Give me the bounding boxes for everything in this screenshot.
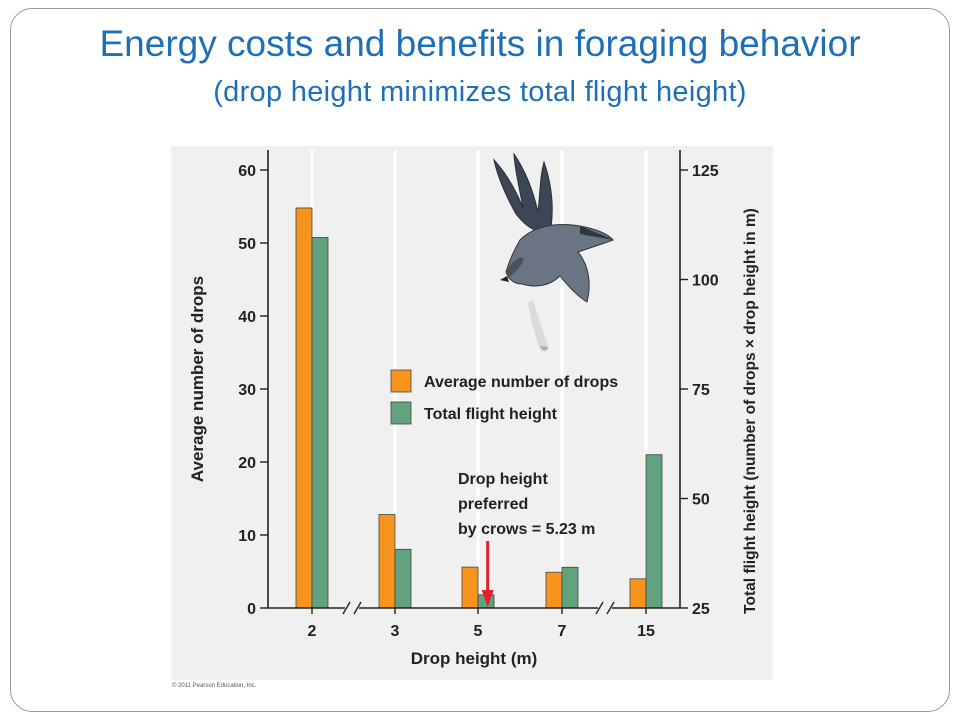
bar-flight-2 xyxy=(311,237,329,609)
y-tick-label-10: 10 xyxy=(238,528,256,545)
x-tick-label-15: 15 xyxy=(637,623,655,640)
y-axis-label-left: Average number of drops xyxy=(188,276,207,482)
chart-axes: 0 10 20 30 40 50 60 25 50 75 100 125 2 3 5 7 15 xyxy=(238,150,719,640)
slide-subtitle: (drop height minimizes total flight heig… xyxy=(213,76,747,108)
annotation-line-1: Drop height xyxy=(458,471,548,488)
copyright-notice: © 2011 Pearson Education, Inc. xyxy=(172,683,257,689)
y-tick-label-60: 60 xyxy=(238,163,256,180)
bar-drops-15 xyxy=(629,578,647,609)
legend-swatch-flight xyxy=(390,401,412,425)
annotation-line-2: preferred xyxy=(458,496,528,513)
bar-drops-7 xyxy=(545,571,563,609)
y-tick-label-30: 30 xyxy=(238,382,256,399)
axis-break-7-15 xyxy=(595,601,615,615)
annotation-line-3: by crows = 5.23 m xyxy=(458,521,595,538)
axis-break-gap xyxy=(345,604,359,612)
slide-title: Energy costs and benefits in foraging be… xyxy=(99,23,861,64)
x-tick-label-7: 7 xyxy=(558,623,567,640)
y2-tick-label-75: 75 xyxy=(692,382,710,399)
y-tick-label-0: 0 xyxy=(247,601,256,618)
x-tick-label-2: 2 xyxy=(308,623,317,640)
axis-break-gap xyxy=(598,604,612,612)
y-axis-label-right: Total flight height (number of drops × d… xyxy=(742,208,759,614)
preferred-height-annotation: Drop height preferred by crows = 5.23 m xyxy=(458,471,595,607)
y-tick-label-50: 50 xyxy=(238,236,256,253)
crow-illustration xyxy=(493,152,614,352)
legend-swatch-drops xyxy=(390,369,412,393)
legend-label-flight: Total flight height xyxy=(424,406,558,423)
x-tick-label-3: 3 xyxy=(391,623,400,640)
y-tick-label-40: 40 xyxy=(238,309,256,326)
chart-legend: Average number of drops Total flight hei… xyxy=(390,369,618,425)
bar-flight-3 xyxy=(394,548,412,609)
x-axis-label: Drop height (m) xyxy=(411,649,538,668)
y2-tick-label-25: 25 xyxy=(692,601,710,618)
annotation-arrow-head xyxy=(481,590,494,607)
chart-bars xyxy=(295,207,663,609)
y2-tick-label-100: 100 xyxy=(692,273,719,290)
x-tick-label-5: 5 xyxy=(474,623,483,640)
axis-break-slash xyxy=(606,601,615,615)
axis-break-slash xyxy=(353,601,362,615)
bar-flight-15 xyxy=(645,454,663,609)
bar-drops-2 xyxy=(295,207,313,609)
legend-label-drops: Average number of drops xyxy=(424,374,618,391)
axis-break-2-3 xyxy=(342,601,362,615)
axis-break-slash xyxy=(342,601,351,615)
y2-tick-label-50: 50 xyxy=(692,492,710,509)
bar-drops-5 xyxy=(461,566,479,609)
y-tick-label-20: 20 xyxy=(238,455,256,472)
bar-drops-3 xyxy=(378,514,396,609)
bar-flight-7 xyxy=(561,566,579,609)
axis-break-slash xyxy=(595,601,604,615)
y2-tick-label-125: 125 xyxy=(692,163,719,180)
